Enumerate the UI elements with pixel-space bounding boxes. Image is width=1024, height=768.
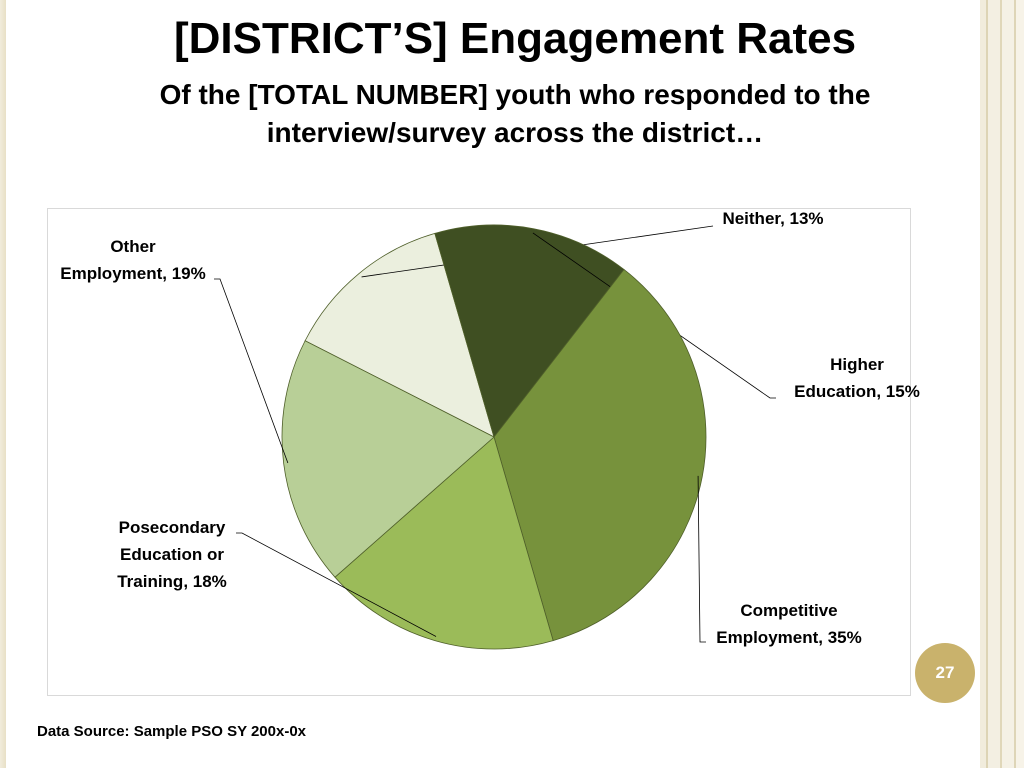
slice-label-postsecondary-education: Posecondary Education or Training, 18%: [117, 518, 227, 591]
slice-label-neither: Neither, 13%: [722, 209, 823, 228]
leader-line-other-employment: [214, 278, 289, 464]
slide-title: [DISTRICT’S] Engagement Rates: [173, 14, 857, 63]
leader-line-competitive-employment: [697, 475, 706, 643]
pie-slice-higher-education: [434, 224, 625, 438]
slide-right-border: [980, 0, 1024, 768]
pie-slice-other-employment: [281, 340, 495, 578]
subtitle-line-2: interview/survey across the district…: [266, 117, 764, 148]
pie-slice-postsecondary-education: [334, 436, 554, 650]
slice-label-other-employment: Other Employment, 19%: [60, 237, 206, 283]
slice-label-higher-education: Higher Education, 15%: [794, 355, 920, 401]
data-source-note: Data Source: Sample PSO SY 200x-0x: [37, 723, 307, 740]
pie-slice-competitive-employment: [493, 268, 707, 642]
slide-subtitle: Of the [TOTAL NUMBER] youth who responde…: [40, 76, 990, 152]
slice-label-competitive-employment: Competitive Employment, 35%: [716, 601, 862, 647]
subtitle-line-1: Of the [TOTAL NUMBER] youth who responde…: [159, 79, 871, 110]
leader-line-postsecondary-education: [236, 532, 437, 637]
page-number-badge: 27: [915, 643, 975, 703]
slide-left-border: [0, 0, 6, 768]
pie-slice-neither: [304, 232, 495, 438]
